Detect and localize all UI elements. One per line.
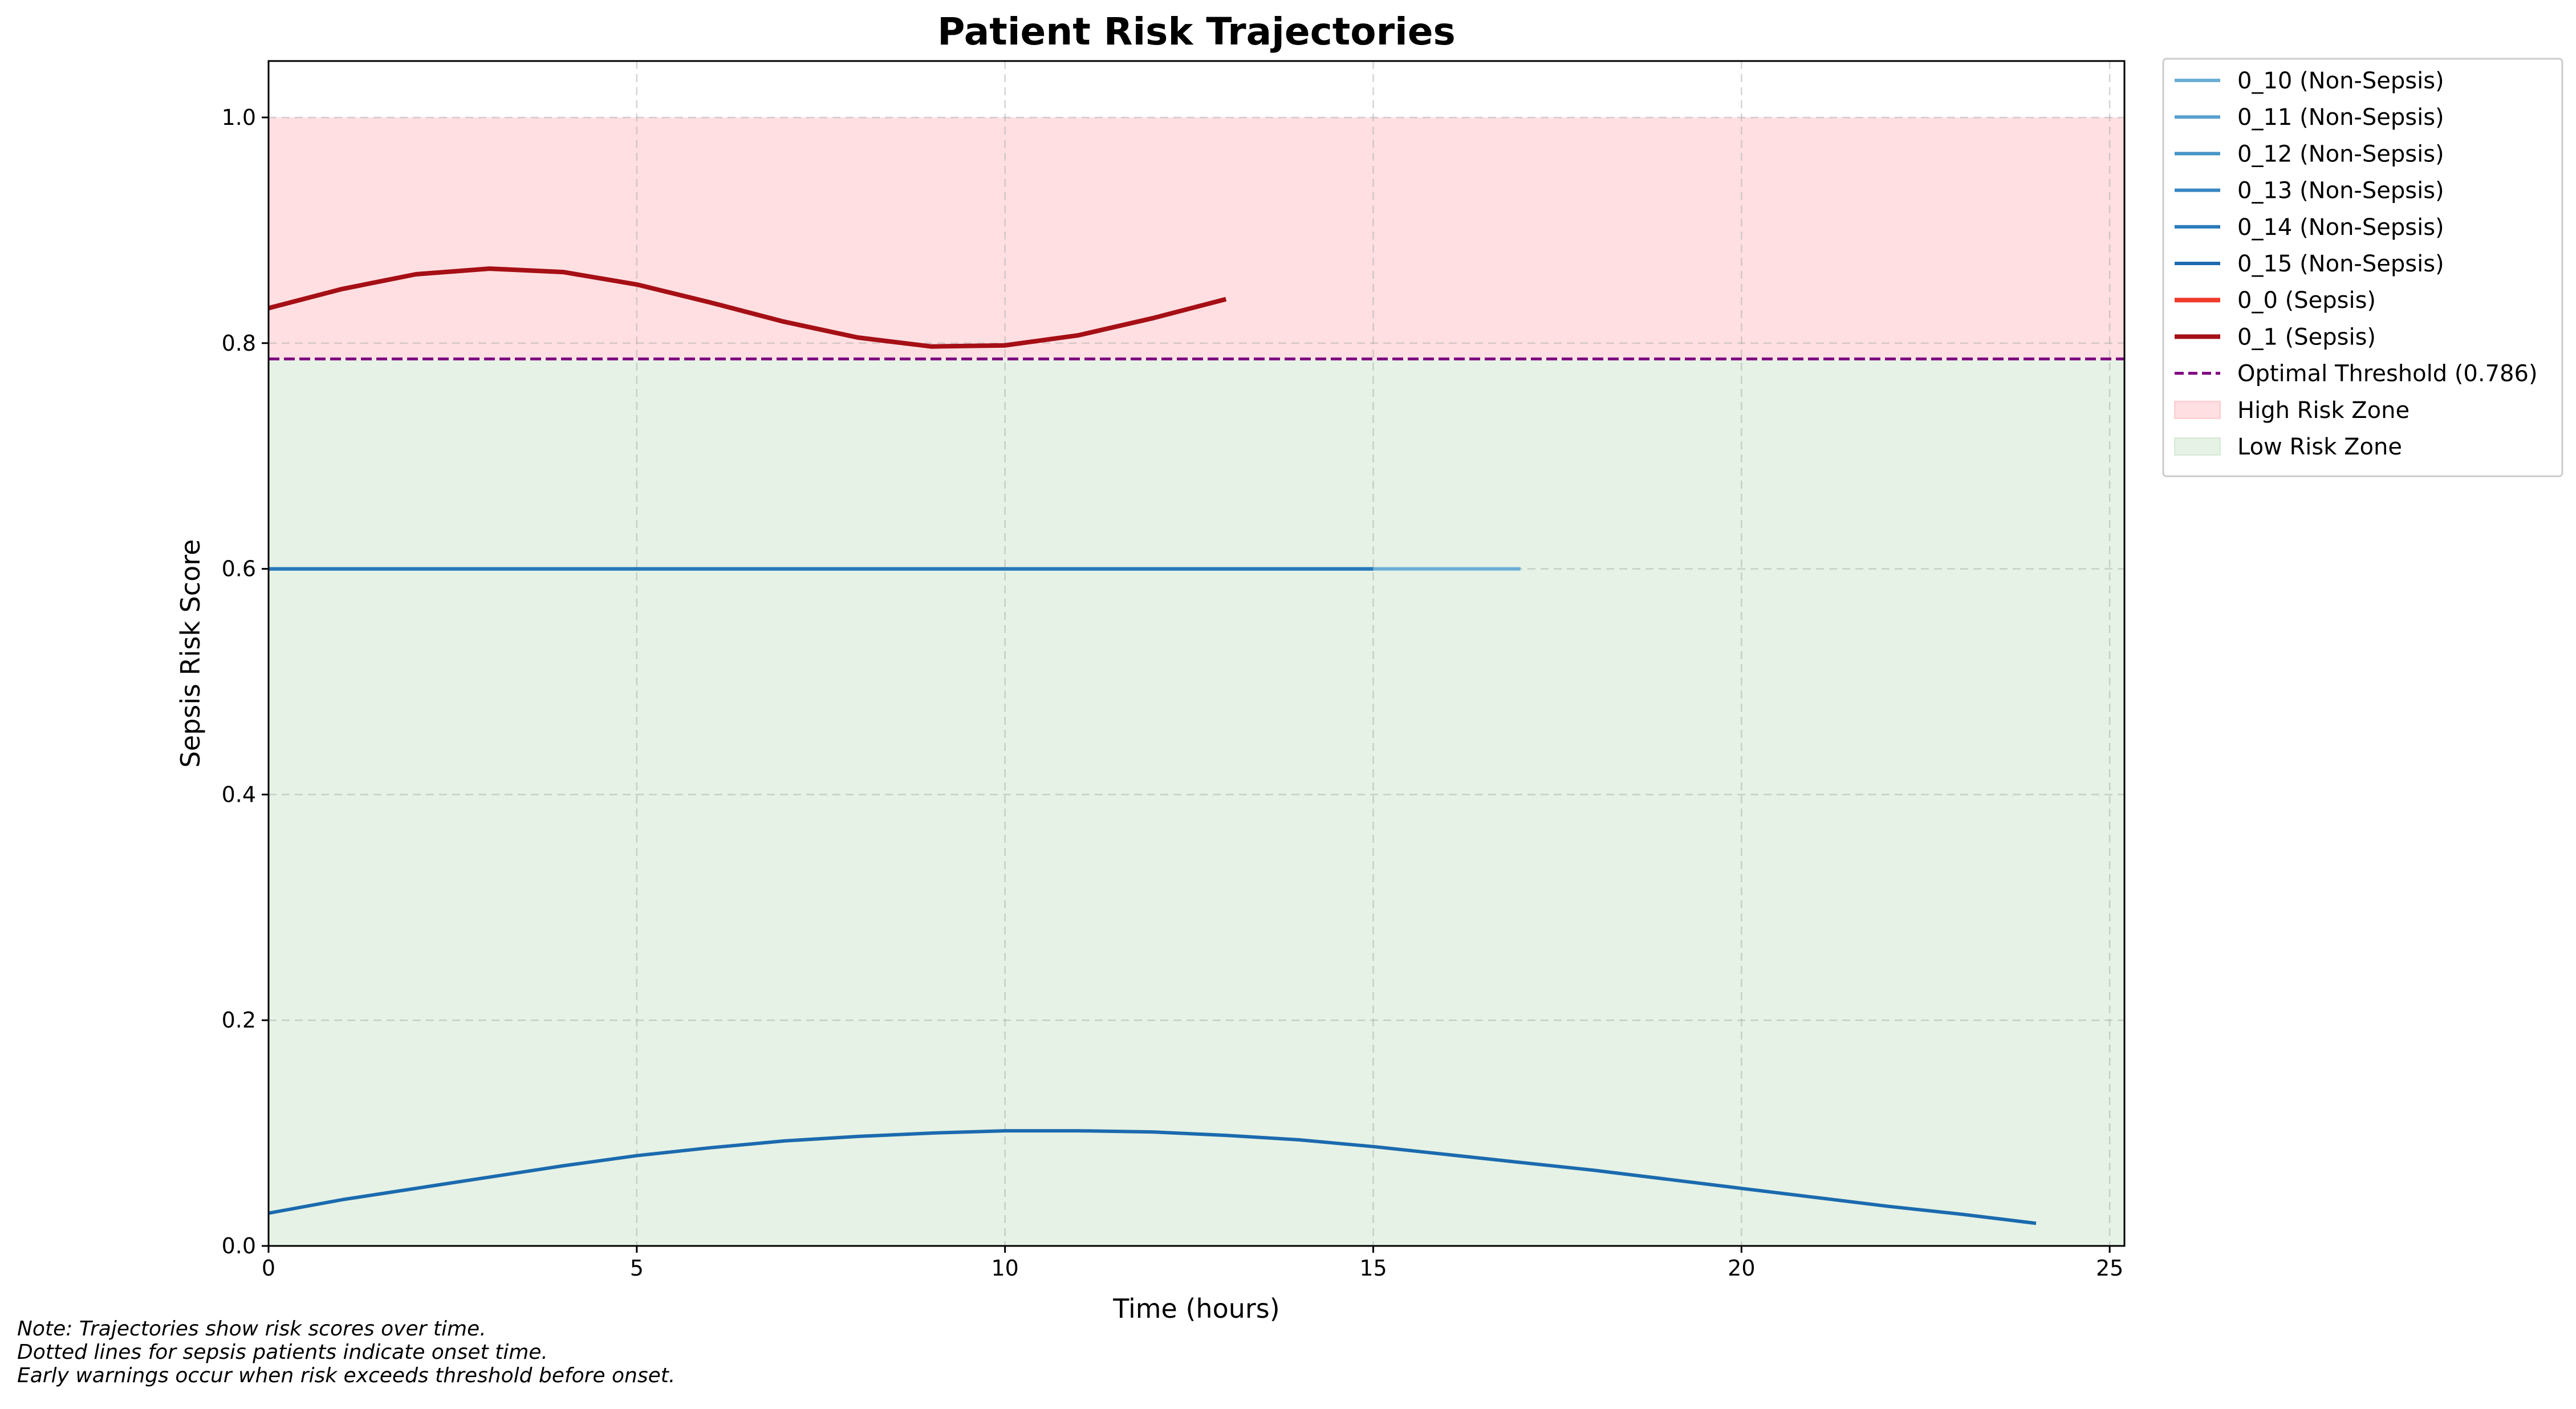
legend-label: 0_15 (Non-Sepsis): [2237, 251, 2444, 277]
note-line-3: Early warnings occur when risk exceeds t…: [17, 1364, 676, 1387]
x-tick-label: 10: [991, 1256, 1018, 1281]
high-risk-zone-band: [269, 117, 2124, 359]
x-tick-label: 20: [1728, 1256, 1755, 1281]
y-tick-label: 0.4: [222, 782, 256, 807]
legend-swatch-patch: [2174, 437, 2221, 456]
series-line-0-15: [268, 1129, 2037, 1225]
legend-label: 0_0 (Sepsis): [2237, 287, 2376, 314]
legend-label: 0_13 (Non-Sepsis): [2237, 178, 2444, 204]
y-tick-label: 0.2: [222, 1008, 256, 1033]
legend-label: Low Risk Zone: [2237, 434, 2402, 460]
plot-background: [269, 61, 2124, 1246]
y-tick-label: 1.0: [222, 105, 256, 130]
legend-label: 0_12 (Non-Sepsis): [2237, 141, 2444, 167]
x-tick-label: 25: [2096, 1256, 2123, 1281]
series-line-0-1: [267, 266, 1227, 349]
x-tick-label: 0: [262, 1256, 275, 1281]
chart-title: Patient Risk Trajectories: [937, 10, 1456, 54]
y-tick-label: 0.6: [222, 557, 256, 582]
x-tick-label: 15: [1359, 1256, 1387, 1281]
legend-label: 0_14 (Non-Sepsis): [2237, 214, 2444, 241]
y-tick-label: 0.0: [222, 1233, 256, 1258]
x-axis-label: Time (hours): [1112, 1293, 1279, 1324]
note-line-1: Note: Trajectories show risk scores over…: [17, 1317, 486, 1341]
note-line-2: Dotted lines for sepsis patients indicat…: [17, 1341, 548, 1364]
legend-label: 0_10 (Non-Sepsis): [2237, 68, 2444, 94]
y-tick-label: 0.8: [222, 331, 256, 356]
legend-label: Optimal Threshold (0.786): [2237, 361, 2538, 387]
legend-box: [2162, 58, 2563, 477]
legend-swatch-patch: [2174, 400, 2221, 419]
low-risk-zone-band: [269, 359, 2124, 1246]
plot-frame: [267, 60, 2126, 1247]
legend-label: 0_1 (Sepsis): [2237, 324, 2376, 350]
y-axis-label: Sepsis Risk Score: [175, 539, 206, 768]
legend-label: 0_11 (Non-Sepsis): [2237, 104, 2444, 131]
x-tick-label: 5: [630, 1256, 644, 1281]
legend-label: High Risk Zone: [2237, 397, 2410, 424]
